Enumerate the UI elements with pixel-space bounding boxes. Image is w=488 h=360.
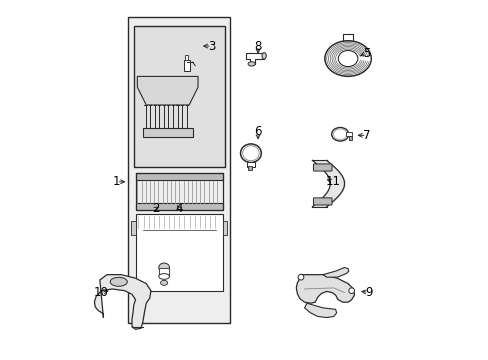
Bar bbox=[247, 166, 252, 170]
Polygon shape bbox=[246, 53, 264, 64]
Text: 11: 11 bbox=[325, 175, 340, 188]
Text: 7: 7 bbox=[362, 129, 370, 142]
Text: 6: 6 bbox=[254, 125, 261, 138]
Ellipse shape bbox=[160, 280, 167, 285]
Circle shape bbox=[348, 288, 354, 294]
Bar bbox=[128, 18, 230, 323]
Ellipse shape bbox=[159, 274, 169, 279]
Bar bbox=[135, 173, 223, 180]
Circle shape bbox=[298, 274, 303, 280]
Text: 8: 8 bbox=[254, 40, 261, 53]
Ellipse shape bbox=[338, 50, 357, 67]
Polygon shape bbox=[137, 76, 198, 105]
Polygon shape bbox=[323, 267, 348, 277]
Text: 2: 2 bbox=[152, 202, 160, 215]
Ellipse shape bbox=[159, 263, 169, 272]
Text: 5: 5 bbox=[362, 47, 369, 60]
Text: 4: 4 bbox=[175, 202, 183, 215]
Ellipse shape bbox=[247, 62, 255, 66]
Bar bbox=[135, 214, 223, 291]
Text: 9: 9 bbox=[365, 286, 372, 299]
Bar bbox=[345, 132, 351, 136]
Bar bbox=[135, 173, 223, 210]
FancyBboxPatch shape bbox=[313, 198, 331, 205]
Bar bbox=[142, 128, 192, 137]
Bar bbox=[246, 162, 255, 167]
Text: 1: 1 bbox=[113, 175, 120, 188]
Bar bbox=[183, 60, 190, 71]
Ellipse shape bbox=[110, 277, 127, 286]
Polygon shape bbox=[94, 275, 151, 329]
Bar bbox=[135, 203, 223, 210]
Bar bbox=[185, 55, 188, 60]
Text: 3: 3 bbox=[207, 40, 215, 53]
Bar bbox=[348, 136, 352, 140]
Polygon shape bbox=[304, 303, 336, 318]
Ellipse shape bbox=[262, 53, 266, 59]
Bar bbox=[159, 267, 169, 276]
Polygon shape bbox=[296, 275, 354, 303]
FancyBboxPatch shape bbox=[313, 164, 331, 171]
Bar bbox=[223, 221, 227, 235]
Bar bbox=[131, 221, 135, 235]
Text: 10: 10 bbox=[93, 286, 108, 299]
Bar bbox=[134, 26, 224, 167]
